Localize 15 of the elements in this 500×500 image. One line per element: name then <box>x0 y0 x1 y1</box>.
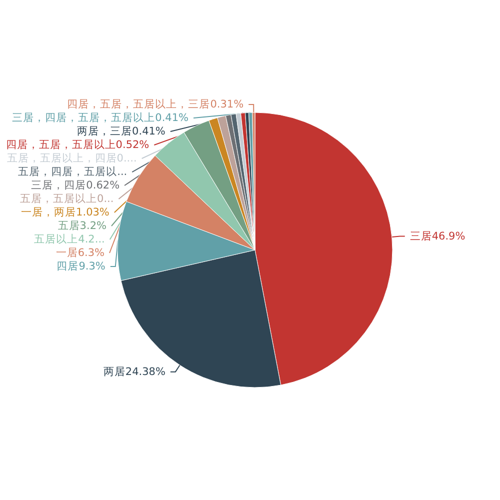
slice-label: 三居，四居，五居，五居以上0.41% <box>12 111 189 124</box>
slice-label: 五居，五居以上0... <box>20 192 114 206</box>
slice-label: 两居，三居0.41% <box>77 126 166 138</box>
slice-label: 两居24.38% <box>103 366 166 378</box>
slice-label: 三居46.9% <box>410 230 466 242</box>
slice-label: 四居9.3% <box>56 260 106 273</box>
slice-label: 五居以上4.2... <box>34 232 105 246</box>
slice-label: 四居，五居，五居以上0.52% <box>6 138 150 152</box>
slice-label: 四居，五居，五居以上，三居0.31% <box>67 98 244 111</box>
slice-label: 五居，五居以上，四居0.... <box>6 152 137 165</box>
slice-label: 五居3.2% <box>58 220 106 232</box>
slice-label: 一居6.3% <box>56 247 105 260</box>
slice-label: 三居，四居0.62% <box>31 180 120 192</box>
slice-label: 五居，四居，五居以... <box>18 165 128 178</box>
slice-label: 一居，两居1.03% <box>21 206 110 219</box>
